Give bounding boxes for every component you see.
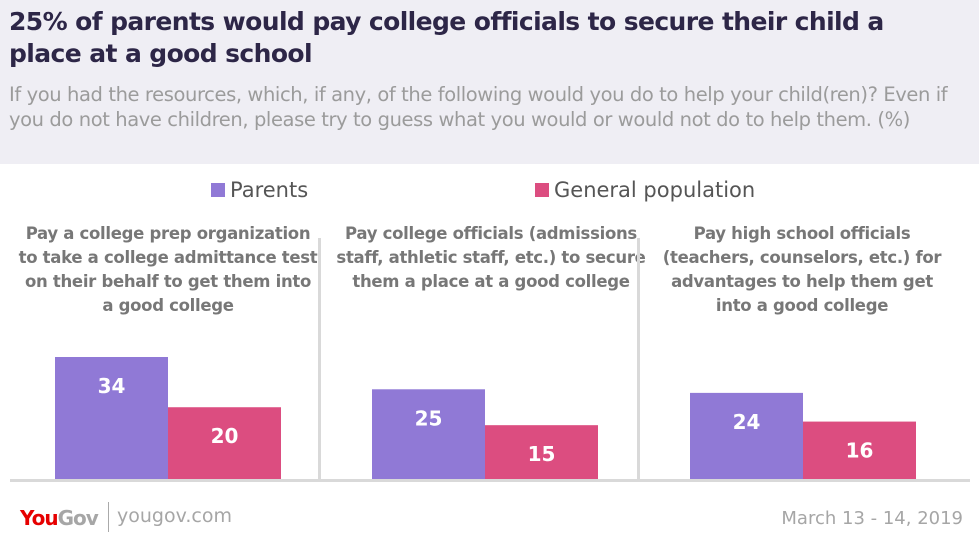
legend-label-parents: Parents	[230, 178, 309, 202]
logo-you: You	[20, 506, 59, 530]
legend-item-general-population: General population	[535, 178, 755, 202]
survey-date: March 13 - 14, 2019	[781, 508, 963, 529]
bar-general-population-2	[485, 425, 598, 479]
footer-separator	[108, 502, 109, 532]
bar-parents-2	[372, 389, 485, 479]
header-band: 25% of parents would pay college officia…	[0, 0, 979, 164]
data-label-general-population-2: 15	[528, 442, 556, 466]
legend-item-parents: Parents	[211, 178, 308, 202]
data-label-parents-2: 25	[415, 406, 443, 430]
bar-parents-1	[55, 357, 168, 479]
data-label-parents-1: 34	[98, 374, 126, 398]
legend-swatch-parents	[211, 183, 225, 197]
chart-subtitle: If you had the resources, which, if any,…	[9, 83, 948, 131]
footer-url[interactable]: yougov.com	[117, 505, 232, 527]
category-label-3: Pay high school officials (teachers, cou…	[662, 224, 942, 315]
panel-divider-2	[637, 238, 640, 480]
bar-general-population-1	[168, 407, 281, 479]
data-label-general-population-3: 16	[846, 439, 874, 463]
bar-general-population-3	[803, 421, 916, 479]
category-label-2: Pay college officials (admissions staff,…	[336, 224, 646, 291]
panel-divider-1	[318, 238, 321, 480]
data-label-general-population-1: 20	[211, 424, 239, 448]
bar-parents-3	[690, 392, 803, 479]
chart-title: 25% of parents would pay college officia…	[9, 7, 884, 68]
legend: Parents General population	[0, 178, 979, 208]
yougov-logo: YouGov	[20, 506, 99, 530]
category-label-1: Pay a college prep organization to take …	[18, 224, 318, 315]
chart-baseline	[10, 479, 970, 482]
legend-swatch-general-population	[535, 183, 549, 197]
data-label-parents-3: 24	[733, 410, 761, 434]
legend-label-general-population: General population	[554, 178, 756, 202]
logo-gov: Gov	[57, 506, 99, 530]
